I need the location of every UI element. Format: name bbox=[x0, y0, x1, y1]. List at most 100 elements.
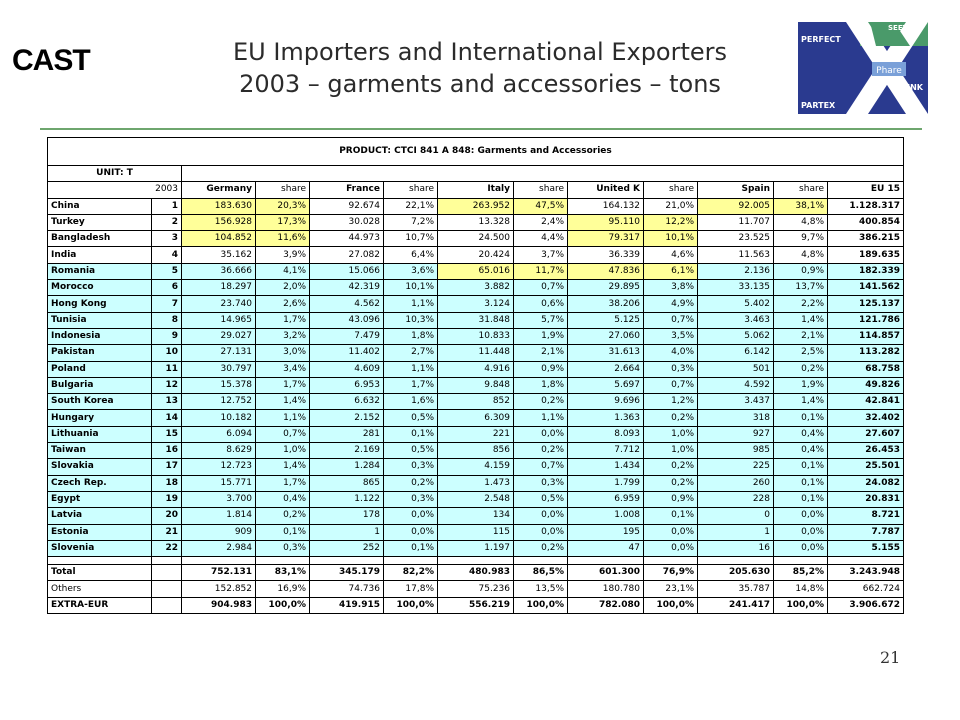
value-cell: 27.060 bbox=[567, 327, 644, 346]
share-cell: 1,0% bbox=[255, 442, 310, 460]
summary-cell: 100,0% bbox=[773, 596, 828, 615]
value-cell: 12.752 bbox=[181, 393, 256, 411]
value-cell: 1.473 bbox=[437, 474, 514, 492]
share-cell: 0,1% bbox=[773, 490, 828, 509]
page-title: EU Importers and International Exporters… bbox=[150, 36, 810, 100]
share-cell: 0,2% bbox=[643, 409, 698, 427]
eu15-cell: 113.282 bbox=[827, 344, 904, 362]
eu15-cell: 1.128.317 bbox=[827, 197, 904, 215]
share-cell: 0,7% bbox=[643, 311, 698, 329]
share-cell: 3,2% bbox=[255, 327, 310, 346]
eu15-cell: 5.155 bbox=[827, 539, 904, 558]
value-cell: 183.630 bbox=[181, 197, 256, 215]
total-row: Total 752.131 83,1% 345.179 82,2% 480.983 86,5… bbox=[47, 564, 904, 582]
summary-cell: 752.131 bbox=[181, 564, 256, 582]
value-cell: 47 bbox=[567, 539, 644, 558]
share-cell: 1,7% bbox=[255, 311, 310, 329]
summary-label: EXTRA-EUR bbox=[47, 596, 152, 615]
eu15-cell: 400.854 bbox=[827, 213, 904, 232]
summary-cell: 100,0% bbox=[383, 596, 438, 615]
spacer-cell bbox=[697, 556, 774, 566]
col-header-share: share bbox=[383, 181, 438, 199]
value-cell: 0 bbox=[697, 507, 774, 525]
data-table-container: PRODUCT: CTCI 841 A 848: Garments and Ac… bbox=[47, 137, 904, 615]
share-cell: 17,3% bbox=[255, 213, 310, 232]
share-cell: 3,7% bbox=[513, 246, 568, 264]
summary-cell: 82,2% bbox=[383, 564, 438, 582]
value-cell: 281 bbox=[309, 425, 384, 444]
value-cell: 134 bbox=[437, 507, 514, 525]
share-cell: 1,7% bbox=[255, 474, 310, 492]
value-cell: 501 bbox=[697, 360, 774, 378]
share-cell: 0,0% bbox=[513, 425, 568, 444]
share-cell: 0,2% bbox=[513, 442, 568, 460]
rank-cell: 1 bbox=[151, 197, 182, 215]
value-cell: 7.712 bbox=[567, 442, 644, 460]
share-cell: 0,1% bbox=[773, 458, 828, 476]
col-header-share: share bbox=[255, 181, 310, 199]
col-header-country: Italy bbox=[437, 181, 514, 199]
country-name: Czech Rep. bbox=[47, 474, 152, 492]
country-name: Slovakia bbox=[47, 458, 152, 476]
share-cell: 2,5% bbox=[773, 344, 828, 362]
product-row: PRODUCT: CTCI 841 A 848: Garments and Ac… bbox=[47, 137, 904, 166]
value-cell: 8.629 bbox=[181, 442, 256, 460]
share-cell: 6,4% bbox=[383, 246, 438, 264]
table-row: Czech Rep. 18 15.771 1,7% 865 0,2% 1.473 0,3% 1.… bbox=[47, 474, 904, 492]
share-cell: 1,4% bbox=[255, 458, 310, 476]
share-cell: 9,7% bbox=[773, 230, 828, 248]
value-cell: 3.463 bbox=[697, 311, 774, 329]
share-cell: 3,4% bbox=[255, 360, 310, 378]
share-cell: 0,2% bbox=[255, 507, 310, 525]
value-cell: 4.592 bbox=[697, 376, 774, 395]
eu15-cell: 141.562 bbox=[827, 279, 904, 297]
country-name: Indonesia bbox=[47, 327, 152, 346]
eu15-cell: 49.826 bbox=[827, 376, 904, 395]
spacer-cell bbox=[151, 556, 182, 566]
spacer-cell bbox=[567, 556, 644, 566]
spacer-cell bbox=[181, 556, 256, 566]
logo-link: LINK bbox=[902, 83, 924, 92]
value-cell: 29.895 bbox=[567, 279, 644, 297]
country-name: Turkey bbox=[47, 213, 152, 232]
value-cell: 2.548 bbox=[437, 490, 514, 509]
value-cell: 16 bbox=[697, 539, 774, 558]
share-cell: 1,1% bbox=[513, 409, 568, 427]
eu15-cell: 68.758 bbox=[827, 360, 904, 378]
table-row: Tunisia 8 14.965 1,7% 43.096 10,3% 31.848 5,7% 5… bbox=[47, 311, 904, 329]
table-row: Egypt 19 3.700 0,4% 1.122 0,3% 2.548 0,5% 6.959 0… bbox=[47, 490, 904, 509]
table-row: Bangladesh 3 104.852 11,6% 44.973 10,7% 24.500… bbox=[47, 230, 904, 248]
value-cell: 1.008 bbox=[567, 507, 644, 525]
value-cell: 4.159 bbox=[437, 458, 514, 476]
eu15-cell: 121.786 bbox=[827, 311, 904, 329]
value-cell: 6.309 bbox=[437, 409, 514, 427]
share-cell: 0,0% bbox=[643, 523, 698, 541]
country-name: Pakistan bbox=[47, 344, 152, 362]
share-cell: 1,2% bbox=[643, 393, 698, 411]
value-cell: 8.093 bbox=[567, 425, 644, 444]
rank-cell: 5 bbox=[151, 262, 182, 281]
product-title: PRODUCT: CTCI 841 A 848: Garments and Ac… bbox=[47, 137, 904, 166]
value-cell: 856 bbox=[437, 442, 514, 460]
summary-cell: 152.852 bbox=[181, 580, 256, 598]
share-cell: 0,9% bbox=[513, 360, 568, 378]
share-cell: 0,5% bbox=[383, 409, 438, 427]
share-cell: 2,7% bbox=[383, 344, 438, 362]
share-cell: 10,7% bbox=[383, 230, 438, 248]
value-cell: 1.799 bbox=[567, 474, 644, 492]
spacer-row bbox=[47, 556, 904, 566]
value-cell: 15.378 bbox=[181, 376, 256, 395]
summary-cell: 16,9% bbox=[255, 580, 310, 598]
share-cell: 2,2% bbox=[773, 295, 828, 313]
value-cell: 115 bbox=[437, 523, 514, 541]
share-cell: 1,9% bbox=[513, 327, 568, 346]
share-cell: 1,1% bbox=[255, 409, 310, 427]
share-cell: 1,8% bbox=[383, 327, 438, 346]
value-cell: 9.848 bbox=[437, 376, 514, 395]
share-cell: 4,8% bbox=[773, 246, 828, 264]
logo-seetex: SEETEX bbox=[888, 24, 918, 32]
share-cell: 0,7% bbox=[255, 425, 310, 444]
summary-cell: 83,1% bbox=[255, 564, 310, 582]
share-cell: 1,7% bbox=[383, 376, 438, 395]
spacer-cell bbox=[47, 556, 152, 566]
